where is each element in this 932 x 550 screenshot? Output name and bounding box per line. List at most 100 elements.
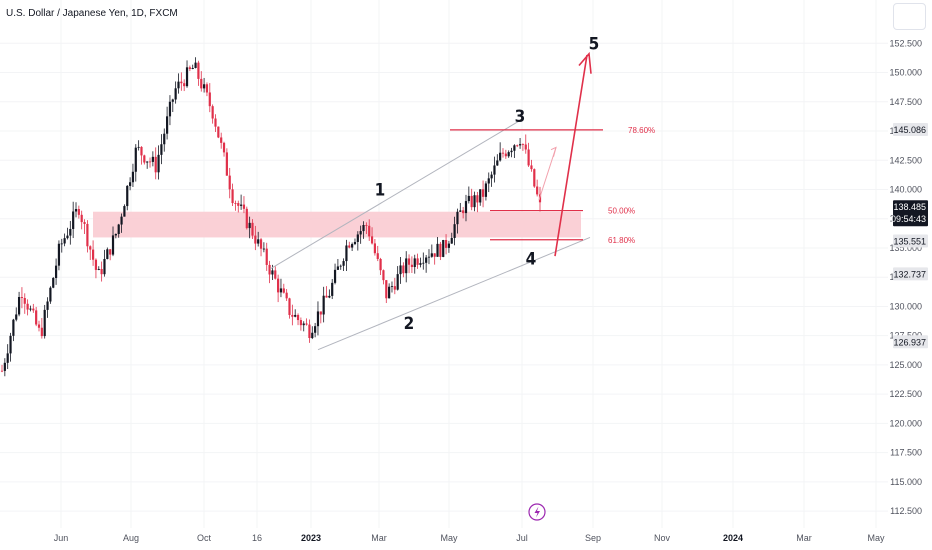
candle — [373, 238, 376, 256]
candle — [405, 251, 408, 283]
candle — [370, 227, 374, 245]
candle-body — [46, 301, 49, 310]
candle-body — [362, 225, 365, 232]
candle — [106, 247, 109, 260]
candle — [83, 219, 86, 235]
candle-body — [220, 137, 223, 143]
candle — [425, 254, 428, 273]
candle — [444, 234, 448, 255]
candle — [331, 278, 334, 300]
candle-body — [331, 282, 334, 296]
price-badge-label: 132.737 — [893, 269, 926, 279]
candle — [180, 72, 183, 91]
candle-body — [83, 222, 86, 224]
candle-body — [17, 297, 21, 315]
candle — [32, 303, 35, 313]
candle-body — [60, 243, 63, 245]
candle — [274, 266, 277, 280]
candle — [496, 154, 499, 166]
candle-body — [183, 83, 186, 87]
date-tick-label: Aug — [123, 533, 139, 543]
projection-arrow — [554, 54, 588, 257]
price-badge — [893, 234, 928, 248]
candle-body — [257, 239, 260, 244]
date-axis[interactable]: Jun Aug Oct 16 2023 Mar May Jul Sep Nov 2024 Mar May — [54, 533, 885, 543]
candle — [268, 260, 271, 284]
candle-body — [333, 269, 337, 283]
candle-body — [12, 319, 15, 336]
price-axis[interactable]: 152.500150.000147.500145.000142.500140.0… — [889, 38, 928, 516]
candle-body — [507, 152, 510, 157]
candle — [111, 226, 115, 257]
candle — [0, 364, 4, 373]
candle-body — [444, 240, 448, 248]
candle — [379, 257, 382, 275]
candle — [299, 317, 302, 331]
support-zone — [93, 211, 581, 238]
candle-body — [245, 208, 248, 229]
candle-body — [86, 223, 89, 247]
candle-body — [390, 286, 394, 287]
candle-body — [225, 152, 228, 176]
candle-body — [194, 62, 197, 68]
candle — [527, 142, 530, 167]
candle-body — [336, 266, 339, 270]
candle — [288, 297, 291, 319]
candle-body — [151, 156, 154, 162]
candle — [94, 258, 98, 279]
candle — [3, 358, 6, 377]
candle — [399, 257, 402, 284]
candle-body — [91, 249, 95, 260]
candle-body — [305, 323, 308, 325]
candle-body — [450, 237, 453, 244]
candle-body — [63, 238, 66, 244]
candle-body — [294, 314, 297, 317]
candle-body — [126, 185, 129, 207]
candle — [453, 216, 456, 246]
candles — [0, 57, 542, 377]
candle-body — [345, 245, 348, 262]
candle — [524, 134, 527, 154]
candle — [279, 278, 283, 298]
fib-level-label: 50.00% — [608, 207, 635, 216]
candle-body — [259, 239, 263, 249]
candle — [362, 221, 365, 239]
candle-body — [228, 175, 231, 190]
candle — [100, 261, 103, 282]
candle-body — [299, 320, 302, 326]
candle-body — [388, 286, 391, 299]
candle-body — [200, 78, 203, 89]
candle-body — [66, 235, 69, 239]
candle-body — [20, 297, 24, 298]
candle-body — [94, 259, 98, 270]
price-tick-label: 130.000 — [889, 301, 922, 311]
candle-body — [274, 270, 277, 279]
candle-body — [530, 165, 533, 170]
candle — [72, 201, 75, 239]
candle-body — [496, 160, 499, 166]
candle — [382, 269, 385, 285]
candle — [359, 225, 362, 244]
candle-body — [262, 248, 265, 250]
lightning-bolt-icon[interactable] — [528, 503, 546, 521]
candle — [134, 144, 137, 182]
candle — [194, 57, 197, 69]
candle — [336, 258, 339, 270]
candle-body — [416, 258, 419, 265]
candle — [459, 202, 462, 212]
candle-body — [442, 240, 445, 257]
candle — [205, 82, 209, 97]
candle-body — [393, 286, 396, 290]
candle-body — [473, 195, 476, 208]
candle — [487, 172, 490, 193]
wave-label-1: 1 — [375, 180, 386, 200]
chart-settings-button[interactable] — [893, 3, 926, 30]
candle-body — [436, 243, 439, 257]
candle — [97, 266, 100, 271]
candle — [447, 240, 451, 253]
candle — [211, 104, 214, 124]
candle — [240, 194, 243, 210]
candle — [296, 313, 300, 326]
